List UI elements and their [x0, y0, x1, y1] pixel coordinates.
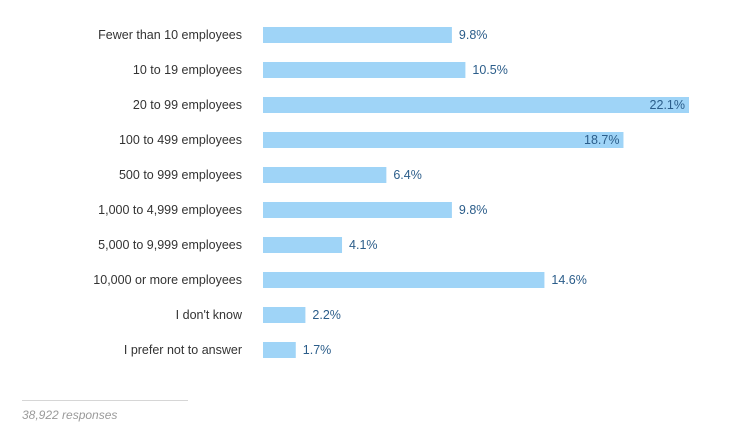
category-label: 500 to 999 employees	[119, 168, 242, 182]
category-label: 100 to 499 employees	[119, 133, 242, 147]
footer-divider	[22, 400, 188, 401]
category-label: 10 to 19 employees	[133, 63, 242, 77]
bar	[263, 307, 306, 323]
response-count: 38,922 responses	[22, 408, 118, 422]
category-label: 10,000 or more employees	[93, 273, 242, 287]
value-label: 18.7%	[584, 133, 619, 147]
value-label: 10.5%	[472, 63, 507, 77]
value-label: 1.7%	[303, 343, 332, 357]
value-label: 9.8%	[459, 203, 488, 217]
bar	[263, 237, 343, 253]
value-label: 4.1%	[349, 238, 378, 252]
bar	[263, 97, 689, 113]
bar	[263, 342, 296, 358]
value-label: 14.6%	[551, 273, 586, 287]
category-label: 5,000 to 9,999 employees	[98, 238, 242, 252]
value-label: 2.2%	[312, 308, 341, 322]
category-label: 1,000 to 4,999 employees	[98, 203, 242, 217]
value-label: 22.1%	[650, 98, 685, 112]
bar-chart: Fewer than 10 employees 9.8% 10 to 19 empl…	[93, 27, 689, 358]
bar	[263, 167, 387, 183]
bar	[263, 27, 452, 43]
category-label: I prefer not to answer	[124, 343, 242, 357]
bar	[263, 132, 624, 148]
value-label: 9.8%	[459, 28, 488, 42]
category-label: I don't know	[176, 308, 243, 322]
bar	[263, 272, 545, 288]
value-label: 6.4%	[393, 168, 422, 182]
bar	[263, 202, 452, 218]
category-label: 20 to 99 employees	[133, 98, 242, 112]
bar	[263, 62, 466, 78]
category-label: Fewer than 10 employees	[98, 28, 242, 42]
